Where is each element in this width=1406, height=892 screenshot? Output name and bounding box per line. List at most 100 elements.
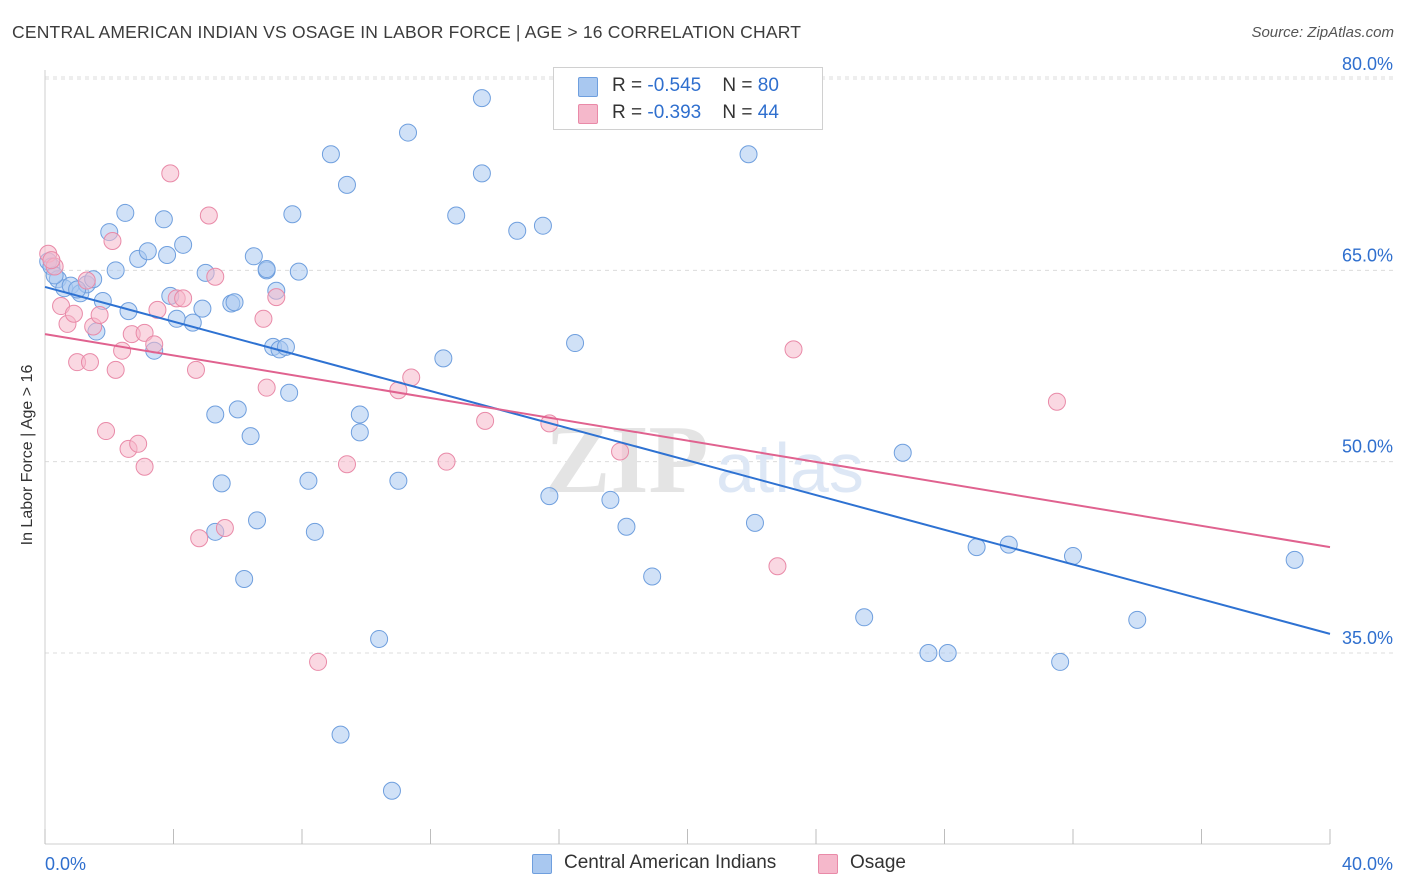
pink-point xyxy=(135,323,154,342)
n-label: N = xyxy=(722,75,758,96)
blue-swatch xyxy=(532,854,552,874)
blue-point xyxy=(305,522,324,541)
blue-point xyxy=(739,145,758,164)
n-value: 80 xyxy=(757,75,779,96)
blue-point xyxy=(472,89,491,108)
blue-point xyxy=(893,443,912,462)
n-value: 44 xyxy=(757,102,779,123)
pink-point xyxy=(106,360,125,379)
pink-point xyxy=(337,455,356,474)
blue-point xyxy=(601,490,620,509)
blue-point xyxy=(566,334,585,353)
blue-point xyxy=(228,400,247,419)
blue-point xyxy=(321,145,340,164)
blue-point xyxy=(244,247,263,266)
blue-point xyxy=(370,629,389,648)
legend-label: Osage xyxy=(850,852,906,873)
r-label: R = xyxy=(612,102,648,123)
pink-swatch xyxy=(818,854,838,874)
pink-point xyxy=(80,353,99,372)
pink-point xyxy=(190,529,209,548)
blue-point xyxy=(919,644,938,662)
pink-point xyxy=(784,340,803,359)
series-osage xyxy=(39,164,1066,671)
x-tick-label-max: 40.0% xyxy=(1342,854,1393,874)
pink-point xyxy=(186,360,205,379)
r-value: -0.393 xyxy=(647,102,702,123)
blue-point xyxy=(938,644,957,662)
blue-point xyxy=(212,474,231,493)
x-tick-label-min: 0.0% xyxy=(45,854,86,874)
blue-point xyxy=(283,205,302,224)
pink-point xyxy=(97,422,116,441)
pink-point xyxy=(254,309,273,328)
pink-point xyxy=(42,251,61,270)
blue-swatch xyxy=(578,77,598,97)
pink-point xyxy=(267,288,286,307)
blue-point xyxy=(241,427,260,446)
y-tick-label: 80.0% xyxy=(1342,54,1393,74)
blue-point xyxy=(855,608,874,627)
pink-point xyxy=(64,304,83,323)
blue-point xyxy=(154,210,173,229)
blue-point xyxy=(235,570,254,589)
blue-point xyxy=(1051,652,1070,671)
blue-point xyxy=(106,261,125,280)
pink-point xyxy=(215,518,234,537)
stats-legend: R = -0.545 N = 80 R = -0.393 N = 44 xyxy=(553,67,823,130)
pink-point xyxy=(174,289,193,308)
pink-point xyxy=(90,305,109,324)
watermark-zip: ZIP xyxy=(545,406,708,514)
chart-title: CENTRAL AMERICAN INDIAN VS OSAGE IN LABO… xyxy=(12,22,802,42)
blue-point xyxy=(138,242,157,261)
pink-point xyxy=(103,231,122,250)
blue-point xyxy=(116,203,135,222)
blue-point xyxy=(289,262,308,281)
source-label: Source: ZipAtlas.com xyxy=(1251,24,1394,41)
pink-point xyxy=(309,652,328,671)
y-tick-label: 65.0% xyxy=(1342,245,1393,265)
n-label: N = xyxy=(722,102,758,123)
pink-point xyxy=(611,442,630,461)
pink-point xyxy=(1047,392,1066,411)
blue-point xyxy=(193,299,212,318)
blue-point xyxy=(225,293,244,312)
blue-point xyxy=(967,538,986,557)
pink-point xyxy=(206,267,225,286)
blue-point xyxy=(350,423,369,442)
pink-point xyxy=(113,341,132,360)
pink-point xyxy=(161,164,180,183)
blue-point xyxy=(389,471,408,490)
x-ticks xyxy=(44,829,1331,844)
blue-point xyxy=(382,781,401,800)
y-tick-label: 50.0% xyxy=(1342,437,1393,457)
blue-point xyxy=(299,471,318,490)
blue-point xyxy=(1128,610,1147,629)
blue-point xyxy=(447,206,466,225)
pink-point xyxy=(77,271,96,290)
pink-point xyxy=(437,452,456,471)
y-tick-label: 35.0% xyxy=(1342,628,1393,648)
r-label: R = xyxy=(612,75,648,96)
gridlines xyxy=(45,76,1393,654)
y-tick-labels: 35.0% 50.0% 65.0% 80.0% xyxy=(1342,54,1393,648)
blue-point xyxy=(472,164,491,183)
blue-point xyxy=(1285,550,1304,569)
blue-point xyxy=(540,487,559,506)
pink-point xyxy=(129,434,148,453)
pink-point xyxy=(148,300,167,319)
blue-point xyxy=(257,260,276,279)
r-value: -0.545 xyxy=(647,75,702,96)
blue-point xyxy=(158,246,177,265)
blue-point xyxy=(643,567,662,586)
pink-point xyxy=(199,206,218,225)
blue-point xyxy=(617,517,636,536)
pink-point xyxy=(135,457,154,476)
blue-point xyxy=(350,405,369,424)
blue-point xyxy=(174,235,193,254)
pink-point xyxy=(257,378,276,397)
blue-point xyxy=(183,313,202,332)
pink-point xyxy=(476,411,495,430)
trend-lines xyxy=(44,285,1331,635)
